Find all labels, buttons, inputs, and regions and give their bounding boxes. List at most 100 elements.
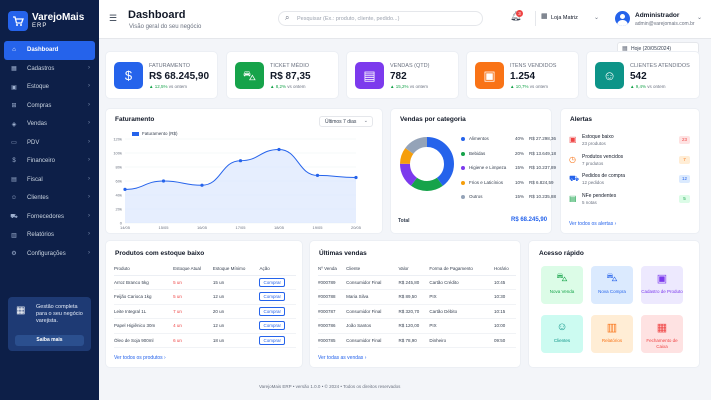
sidebar-item-configura-es[interactable]: ⚙ Configurações ›	[4, 245, 95, 264]
sidebar-nav: ⌂ Dashboard ▦ Cadastros › ▣ Estoque › ⊞ Compras › ◈…	[4, 41, 95, 263]
learn-more-button[interactable]: Saiba mais	[15, 335, 84, 346]
all-products-link[interactable]: Ver todos os produtos ›	[114, 355, 166, 361]
sale-value: R$ 120,00	[398, 318, 430, 334]
quick-access-icon: ⛍	[556, 272, 568, 284]
sidebar-item-dashboard[interactable]: ⌂ Dashboard	[4, 41, 95, 60]
chevron-down-icon[interactable]: ⌄	[697, 15, 703, 21]
data-point[interactable]	[238, 159, 243, 163]
kpi-icon: $	[114, 62, 143, 89]
payment-method: PIX	[429, 289, 495, 305]
sidebar-item-financeiro[interactable]: $ Financeiro ›	[4, 152, 95, 171]
table-row[interactable]: #000787 Consumidor Final R$ 320,70 Cartão D…	[318, 304, 516, 319]
y-tick-label: 120k	[113, 137, 122, 142]
sidebar-item-fornecedores[interactable]: ⛟ Fornecedores ›	[4, 208, 95, 227]
quick-access-label: Nova Venda	[549, 289, 575, 294]
payment-method: Dinheiro	[429, 333, 495, 348]
table-row: Arroz Branco 5kg 5 un 15 un Comprar	[114, 275, 296, 290]
revenue-chart-card: Faturamento Últimos 7 dias ⌄ Faturamento …	[105, 108, 383, 234]
alert-item[interactable]: ▣ Estoque baixo 23 produtos 23	[569, 134, 690, 152]
donut-slice[interactable]	[400, 137, 454, 191]
all-sales-link[interactable]: Ver todas as vendas ›	[318, 355, 367, 361]
action-cell: Comprar	[259, 318, 296, 334]
kpi-label: Ticket Médio	[270, 63, 310, 69]
current-stock: 5 un	[173, 275, 213, 290]
user-name: Administrador	[635, 12, 680, 19]
buy-button[interactable]: Comprar	[259, 292, 285, 302]
sidebar-item-clientes[interactable]: ☺ Clientes ›	[4, 189, 95, 208]
category-pct: 10%	[515, 179, 525, 185]
table-row[interactable]: #000786 João Santos R$ 120,00 PIX 10:00	[318, 318, 516, 334]
alert-subtitle: 7 produtos	[582, 160, 604, 166]
category-swatch	[461, 151, 465, 156]
kpi-variation-value: ▲ 12,5%	[149, 84, 168, 89]
sidebar-item-estoque[interactable]: ▣ Estoque ›	[4, 78, 95, 97]
quick-nova-venda-button[interactable]: ⛍ Nova Venda	[541, 266, 583, 304]
nav-icon: ◈	[11, 121, 17, 128]
column-header: Produto	[114, 263, 174, 276]
sidebar-item-relat-rios[interactable]: ▥ Relatórios ›	[4, 226, 95, 245]
data-point[interactable]	[123, 187, 127, 191]
quick-nova-compra-button[interactable]: ⛍ Nova Compra	[591, 266, 633, 304]
buy-button[interactable]: Comprar	[259, 335, 285, 345]
search-icon: ⌕	[285, 13, 290, 22]
payment-method: Cartão Débito	[429, 304, 495, 319]
brand-sub: ERP	[32, 22, 48, 29]
sidebar-item-label: Relatórios	[27, 232, 55, 239]
store-selector[interactable]: ▦ Loja Matriz ⌄	[535, 11, 605, 26]
search-input[interactable]: ⌕ Pesquisar (Ex.: produto, cliente, pedi…	[278, 11, 483, 26]
menu-icon[interactable]: ☰	[109, 13, 118, 23]
sidebar-item-pdv[interactable]: ▭ PDV ›	[4, 134, 95, 153]
quick-clientes-button[interactable]: ☺ Clientes	[541, 315, 583, 353]
store-icon: ▦	[16, 305, 26, 316]
alert-item[interactable]: ⛟ Pedidos de compra 12 pedidos 12	[569, 173, 690, 191]
alert-item[interactable]: ▤ NFe pendentes 5 notas 5	[569, 193, 690, 211]
donut-slice[interactable]	[400, 137, 454, 191]
quick-fechamento-de-caixa-button[interactable]: ▦ Fechamento de Caixa	[641, 315, 683, 353]
page-subtitle: Visão geral do seu negócio	[129, 24, 202, 30]
category-pct: 40%	[515, 136, 525, 141]
quick-relat-rios-button[interactable]: ▥ Relatórios	[591, 315, 633, 353]
sidebar-item-cadastros[interactable]: ▦ Cadastros ›	[4, 60, 95, 79]
quick-cadastro-de-produto-button[interactable]: ▣ Cadastro de Produto	[641, 266, 683, 304]
sale-time: 10:45	[494, 275, 516, 290]
alert-icon: ◷	[569, 154, 576, 164]
legend-label: Faturamento (R$)	[142, 131, 178, 136]
alert-item[interactable]: ◷ Produtos vencidos 7 produtos 7	[569, 154, 690, 172]
cart-logo-icon	[8, 11, 28, 31]
column-header: Estoque Mínimo	[212, 263, 260, 276]
table-row[interactable]: #000785 Consumidor Final R$ 78,90 Dinheiro 0…	[318, 333, 516, 348]
alert-count-badge: 7	[679, 155, 690, 164]
kpi-value: R$ 87,35	[270, 71, 311, 82]
donut-slice[interactable]	[400, 137, 454, 191]
data-point[interactable]	[161, 179, 166, 183]
kpi-variation-value: ▲ 9,4%	[630, 84, 646, 89]
data-point[interactable]	[354, 175, 358, 180]
table-row[interactable]: #000788 Maria Silva R$ 89,50 PIX 10:30	[318, 289, 516, 305]
all-alerts-link[interactable]: Ver todos os alertas ›	[569, 221, 617, 227]
top-header: ☰ Dashboard Visão geral do seu negócio ⌕…	[99, 0, 711, 39]
buy-button[interactable]: Comprar	[259, 277, 285, 287]
bell-icon[interactable]: 🔔︎	[510, 11, 522, 21]
brand-logo[interactable]: VarejoMais ERP	[8, 11, 84, 31]
sale-time: 09:50	[494, 333, 516, 348]
quick-access-label: Cadastro de Produto	[641, 289, 683, 294]
table-row[interactable]: #000789 Consumidor Final R$ 245,80 Cartão C…	[318, 275, 516, 290]
chevron-right-icon: ›	[88, 120, 90, 126]
current-stock: 7 un	[173, 304, 213, 319]
alert-count-badge: 23	[679, 136, 690, 144]
x-tick-label: 15/05	[158, 225, 169, 230]
buy-button[interactable]: Comprar	[259, 306, 285, 316]
buy-button[interactable]: Comprar	[259, 321, 285, 331]
kpi-variation: ▲ 15,2% vs ontem	[390, 84, 428, 89]
data-point[interactable]	[315, 173, 320, 177]
sidebar-item-compras[interactable]: ⊞ Compras ›	[4, 97, 95, 116]
period-select[interactable]: Últimos 7 dias ⌄	[319, 116, 373, 127]
data-point[interactable]	[200, 183, 204, 187]
chevron-right-icon: ›	[88, 194, 90, 200]
sidebar-item-fiscal[interactable]: ▤ Fiscal ›	[4, 171, 95, 190]
data-point[interactable]	[277, 147, 281, 152]
column-header: Valor	[398, 263, 430, 276]
column-header: Forma de Pagamento	[429, 263, 495, 276]
avatar[interactable]	[615, 11, 630, 26]
sidebar-item-vendas[interactable]: ◈ Vendas ›	[4, 115, 95, 134]
